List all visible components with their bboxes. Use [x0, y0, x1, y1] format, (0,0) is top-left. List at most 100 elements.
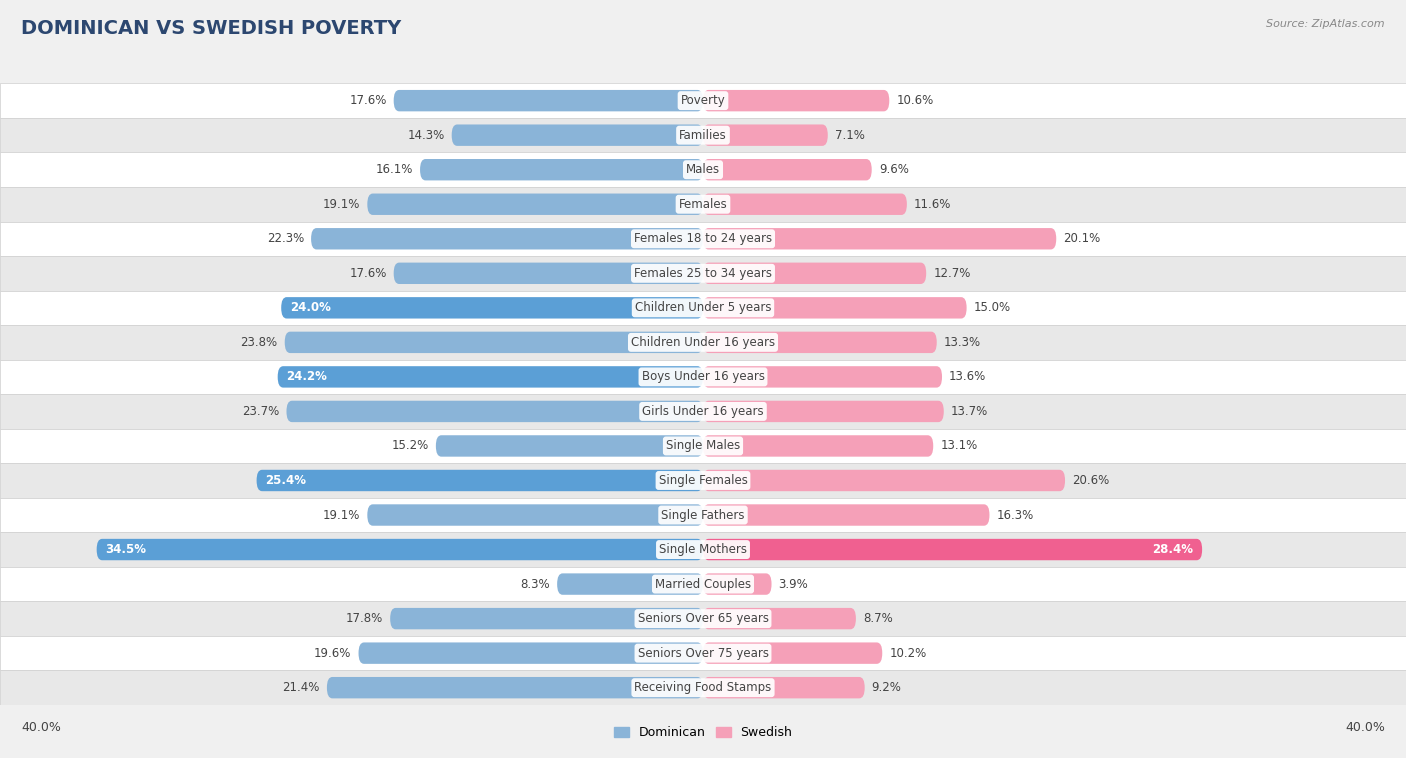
FancyBboxPatch shape — [703, 539, 1202, 560]
FancyBboxPatch shape — [703, 262, 927, 284]
Text: Girls Under 16 years: Girls Under 16 years — [643, 405, 763, 418]
Text: 25.4%: 25.4% — [266, 474, 307, 487]
Text: 13.3%: 13.3% — [943, 336, 981, 349]
FancyBboxPatch shape — [0, 463, 1406, 498]
Text: Females 18 to 24 years: Females 18 to 24 years — [634, 232, 772, 246]
FancyBboxPatch shape — [328, 677, 703, 698]
Text: 15.0%: 15.0% — [973, 302, 1011, 315]
Text: Married Couples: Married Couples — [655, 578, 751, 590]
Text: Children Under 5 years: Children Under 5 years — [634, 302, 772, 315]
Text: 19.1%: 19.1% — [323, 509, 360, 522]
FancyBboxPatch shape — [0, 325, 1406, 359]
FancyBboxPatch shape — [0, 601, 1406, 636]
Text: 17.6%: 17.6% — [349, 267, 387, 280]
FancyBboxPatch shape — [451, 124, 703, 146]
Text: 17.8%: 17.8% — [346, 612, 382, 625]
Text: Children Under 16 years: Children Under 16 years — [631, 336, 775, 349]
FancyBboxPatch shape — [285, 332, 703, 353]
Text: 19.1%: 19.1% — [323, 198, 360, 211]
FancyBboxPatch shape — [281, 297, 703, 318]
FancyBboxPatch shape — [0, 567, 1406, 601]
Text: 40.0%: 40.0% — [1346, 721, 1385, 735]
FancyBboxPatch shape — [0, 636, 1406, 670]
Text: Families: Families — [679, 129, 727, 142]
Text: 20.6%: 20.6% — [1073, 474, 1109, 487]
Text: Seniors Over 75 years: Seniors Over 75 years — [637, 647, 769, 659]
FancyBboxPatch shape — [0, 532, 1406, 567]
Text: 23.8%: 23.8% — [240, 336, 278, 349]
Text: 13.7%: 13.7% — [950, 405, 988, 418]
Text: 28.4%: 28.4% — [1153, 543, 1194, 556]
FancyBboxPatch shape — [703, 228, 1056, 249]
Text: Single Fathers: Single Fathers — [661, 509, 745, 522]
FancyBboxPatch shape — [287, 401, 703, 422]
Text: 8.7%: 8.7% — [863, 612, 893, 625]
FancyBboxPatch shape — [394, 90, 703, 111]
FancyBboxPatch shape — [703, 297, 967, 318]
FancyBboxPatch shape — [703, 90, 889, 111]
FancyBboxPatch shape — [703, 366, 942, 387]
FancyBboxPatch shape — [703, 124, 828, 146]
Text: 24.0%: 24.0% — [290, 302, 330, 315]
FancyBboxPatch shape — [0, 256, 1406, 290]
FancyBboxPatch shape — [0, 670, 1406, 705]
FancyBboxPatch shape — [0, 221, 1406, 256]
Text: 14.3%: 14.3% — [408, 129, 444, 142]
FancyBboxPatch shape — [0, 429, 1406, 463]
FancyBboxPatch shape — [703, 193, 907, 215]
Text: Boys Under 16 years: Boys Under 16 years — [641, 371, 765, 384]
FancyBboxPatch shape — [0, 118, 1406, 152]
Text: 7.1%: 7.1% — [835, 129, 865, 142]
FancyBboxPatch shape — [0, 394, 1406, 429]
Text: 22.3%: 22.3% — [267, 232, 304, 246]
Text: 24.2%: 24.2% — [287, 371, 328, 384]
FancyBboxPatch shape — [0, 290, 1406, 325]
Text: 34.5%: 34.5% — [105, 543, 146, 556]
Text: 17.6%: 17.6% — [349, 94, 387, 107]
Text: 10.6%: 10.6% — [897, 94, 934, 107]
Text: 13.1%: 13.1% — [941, 440, 977, 453]
FancyBboxPatch shape — [703, 332, 936, 353]
Legend: Dominican, Swedish: Dominican, Swedish — [609, 721, 797, 744]
FancyBboxPatch shape — [703, 470, 1066, 491]
FancyBboxPatch shape — [703, 401, 943, 422]
Text: 9.2%: 9.2% — [872, 681, 901, 694]
FancyBboxPatch shape — [703, 573, 772, 595]
FancyBboxPatch shape — [257, 470, 703, 491]
FancyBboxPatch shape — [0, 83, 1406, 118]
Text: Females: Females — [679, 198, 727, 211]
Text: Single Females: Single Females — [658, 474, 748, 487]
Text: Receiving Food Stamps: Receiving Food Stamps — [634, 681, 772, 694]
Text: 21.4%: 21.4% — [283, 681, 321, 694]
FancyBboxPatch shape — [420, 159, 703, 180]
FancyBboxPatch shape — [703, 643, 883, 664]
Text: 13.6%: 13.6% — [949, 371, 986, 384]
Text: Single Mothers: Single Mothers — [659, 543, 747, 556]
Text: 15.2%: 15.2% — [392, 440, 429, 453]
Text: 10.2%: 10.2% — [889, 647, 927, 659]
Text: 8.3%: 8.3% — [520, 578, 550, 590]
Text: 23.7%: 23.7% — [242, 405, 280, 418]
Text: 20.1%: 20.1% — [1063, 232, 1101, 246]
FancyBboxPatch shape — [394, 262, 703, 284]
FancyBboxPatch shape — [311, 228, 703, 249]
FancyBboxPatch shape — [0, 498, 1406, 532]
Text: 16.3%: 16.3% — [997, 509, 1033, 522]
FancyBboxPatch shape — [0, 187, 1406, 221]
FancyBboxPatch shape — [703, 159, 872, 180]
Text: Source: ZipAtlas.com: Source: ZipAtlas.com — [1267, 19, 1385, 29]
Text: Females 25 to 34 years: Females 25 to 34 years — [634, 267, 772, 280]
FancyBboxPatch shape — [359, 643, 703, 664]
Text: 12.7%: 12.7% — [934, 267, 970, 280]
Text: 3.9%: 3.9% — [779, 578, 808, 590]
Text: DOMINICAN VS SWEDISH POVERTY: DOMINICAN VS SWEDISH POVERTY — [21, 19, 401, 38]
FancyBboxPatch shape — [703, 677, 865, 698]
Text: 40.0%: 40.0% — [21, 721, 60, 735]
FancyBboxPatch shape — [367, 504, 703, 526]
FancyBboxPatch shape — [278, 366, 703, 387]
Text: Single Males: Single Males — [666, 440, 740, 453]
Text: 11.6%: 11.6% — [914, 198, 952, 211]
FancyBboxPatch shape — [557, 573, 703, 595]
FancyBboxPatch shape — [367, 193, 703, 215]
FancyBboxPatch shape — [703, 608, 856, 629]
